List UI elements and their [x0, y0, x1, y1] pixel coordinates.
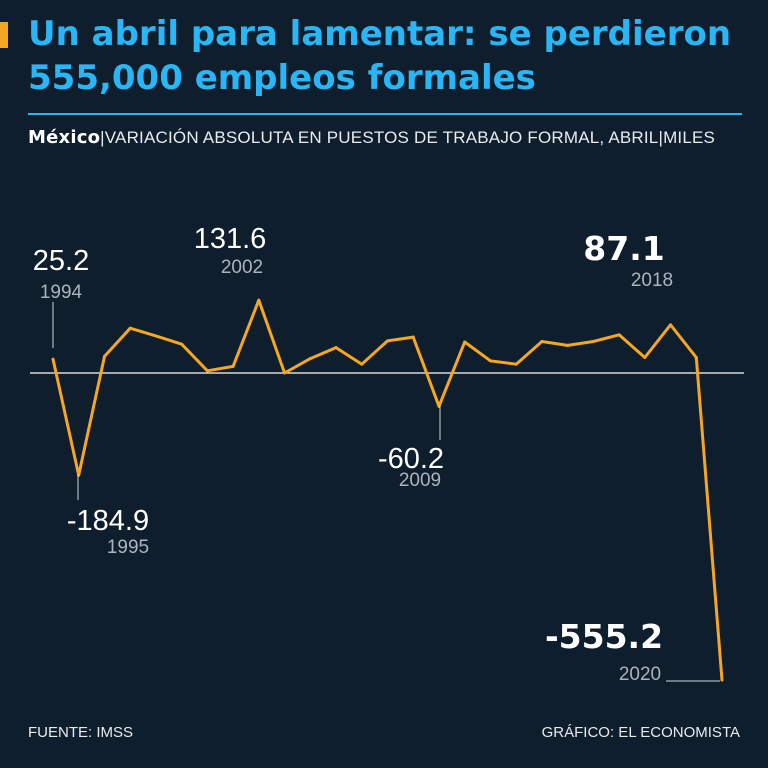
data-label-value-2002: 131.6 [194, 223, 267, 255]
data-label-value-2018: 87.1 [583, 229, 664, 268]
data-point-2012 [514, 362, 518, 366]
data-point-2001 [231, 364, 235, 368]
data-label-year-2009: 2009 [399, 470, 441, 491]
data-point-1999 [180, 342, 184, 346]
data-point-1997 [128, 326, 132, 330]
data-label-year-1994: 1994 [40, 282, 83, 303]
data-point-2016 [617, 333, 621, 337]
data-point-2019 [694, 356, 698, 360]
data-point-2013 [540, 339, 544, 343]
data-point-2003 [283, 371, 287, 375]
data-label-value-2020: -555.2 [545, 617, 663, 656]
data-point-1994 [51, 357, 55, 361]
data-point-2006 [360, 362, 364, 366]
data-label-value-1994: 25.2 [33, 245, 89, 277]
title-divider [28, 113, 742, 115]
data-point-2000 [205, 369, 209, 373]
data-label-value-2009: -60.2 [378, 443, 444, 475]
data-label-year-1995: 1995 [107, 537, 149, 558]
data-point-2011 [488, 359, 492, 363]
data-point-2020 [720, 678, 724, 682]
subtitle-country: México [28, 127, 101, 148]
data-point-2014 [566, 343, 570, 347]
data-point-1996 [102, 354, 106, 358]
subtitle-text: VARIACIÓN ABSOLUTA EN PUESTOS DE TRABAJO… [104, 128, 716, 147]
data-label-year-2020: 2020 [619, 664, 661, 685]
data-label-year-2002: 2002 [221, 257, 263, 278]
subtitle-separator: | [100, 128, 105, 147]
chart-subtitle: México|VARIACIÓN ABSOLUTA EN PUESTOS DE … [28, 126, 728, 150]
data-point-2002 [257, 298, 261, 302]
data-point-2017 [643, 356, 647, 360]
data-point-2004 [308, 357, 312, 361]
source-note: FUENTE: IMSS [28, 724, 134, 741]
data-point-2005 [334, 346, 338, 350]
chart-title: Un abril para lamentar: se perdieron 555… [28, 14, 732, 98]
data-point-2018 [669, 323, 673, 327]
data-point-2007 [386, 339, 389, 343]
data-label-value-1995: -184.9 [67, 505, 149, 537]
data-label-year-2018: 2018 [631, 270, 673, 291]
data-point-2008 [411, 335, 415, 339]
data-point-1998 [154, 334, 158, 338]
data-point-2010 [463, 340, 467, 344]
credit-note: GRÁFICO: EL ECONOMISTA [541, 724, 740, 741]
data-point-2015 [591, 339, 595, 343]
title-accent-bar [0, 22, 8, 48]
